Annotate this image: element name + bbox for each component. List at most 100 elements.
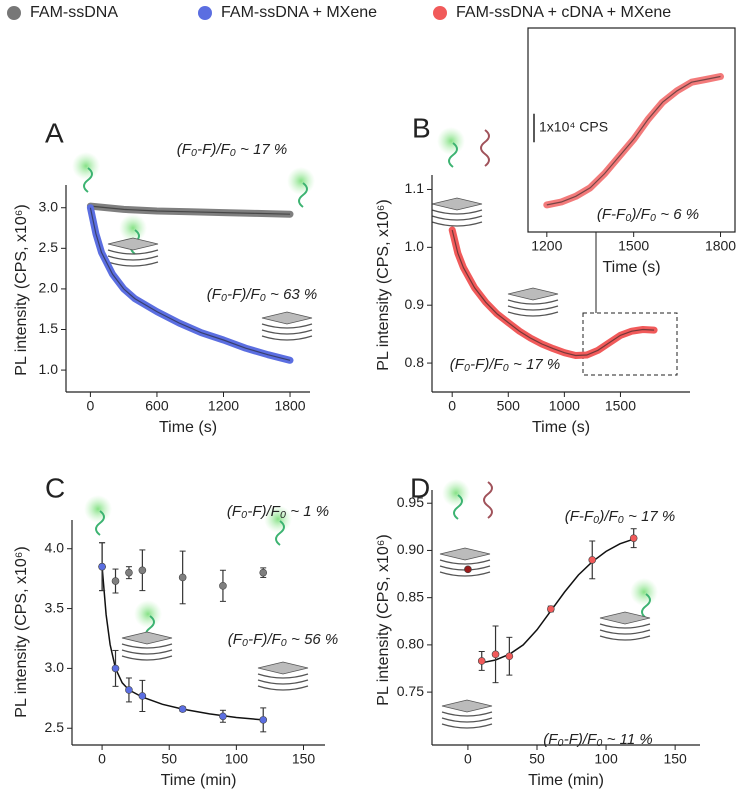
data-line-core	[451, 229, 655, 357]
x-tick-label: 1800	[705, 238, 736, 254]
data-line-core	[546, 75, 721, 206]
y-tick-label: 2.5	[39, 239, 59, 255]
x-tick-label: 0	[87, 398, 95, 414]
legend-swatch	[198, 6, 212, 20]
x-axis-label: Time (s)	[602, 259, 660, 276]
x-tick-label: 1500	[605, 398, 636, 414]
annotation: (F-F₀)/F₀ ~ 17 %	[565, 508, 676, 525]
data-point	[259, 568, 268, 577]
y-tick-label: 3.0	[45, 659, 65, 675]
y-tick-label: 1.1	[405, 180, 425, 196]
panel-label: A	[45, 117, 64, 148]
legend-label: FAM-ssDNA + MXene	[221, 4, 377, 21]
data-point	[125, 686, 133, 694]
data-point	[547, 605, 555, 613]
cdna-icon	[480, 129, 490, 167]
y-axis-label: PL intensity (CPS, x10⁶)	[13, 546, 30, 717]
y-axis-label: PL intensity (CPS, x10⁶)	[375, 534, 392, 705]
fit-curve	[101, 566, 264, 721]
mxene-icon	[257, 661, 309, 691]
data-point	[98, 562, 106, 571]
legend-label: FAM-ssDNA + cDNA + MXene	[456, 4, 671, 21]
dna-icon	[83, 494, 113, 536]
data-point	[178, 573, 187, 582]
y-tick-label: 0.75	[397, 683, 424, 699]
x-tick-label: 1800	[274, 398, 305, 414]
y-tick-label: 1.0	[39, 361, 59, 377]
data-point	[464, 565, 472, 574]
x-tick-label: 0	[464, 751, 472, 767]
y-tick-label: 0.85	[397, 588, 424, 604]
y-tick-label: 0.80	[397, 636, 424, 652]
y-axis-label: PL intensity (CPS, x10⁶)	[375, 199, 392, 370]
data-line-core	[90, 205, 291, 215]
annotation: (F₀-F)/F₀ ~ 17 %	[450, 356, 561, 373]
annotation: (F₀-F)/F₀ ~ 63 %	[207, 286, 318, 303]
x-axis-label: Time (s)	[159, 419, 217, 436]
y-tick-label: 2.5	[45, 719, 65, 735]
panel-label: D	[410, 472, 430, 503]
data-point	[629, 534, 638, 542]
x-tick-label: 1200	[531, 238, 562, 254]
x-axis-label: Time (min)	[161, 772, 237, 789]
annotation: (F₀-F)/F₀ ~ 17 %	[177, 141, 288, 158]
mxene-icon	[599, 611, 651, 641]
dna-icon	[436, 126, 466, 168]
data-point	[219, 712, 227, 721]
panel-label: B	[412, 112, 431, 143]
mxene-icon	[439, 547, 491, 577]
data-point	[111, 664, 120, 673]
dna-icon	[71, 151, 101, 193]
x-tick-label: 100	[225, 751, 249, 767]
x-tick-label: 1500	[618, 238, 649, 254]
y-tick-label: 0.90	[397, 541, 424, 557]
dna-icon	[286, 166, 316, 208]
annotation: (F₀-F)/F₀ ~ 56 %	[228, 631, 339, 648]
data-point	[178, 705, 187, 713]
y-axis-label: PL intensity (CPS, x10⁶)	[13, 204, 30, 375]
annotation: (F₀-F)/F₀ ~ 11 %	[543, 731, 652, 748]
y-tick-label: 0.9	[405, 296, 425, 312]
data-line-core	[89, 207, 291, 361]
y-tick-label: 1.0	[405, 238, 425, 254]
y-tick-label: 0.8	[405, 354, 425, 370]
data-point	[477, 657, 486, 665]
data-point	[588, 556, 597, 564]
scale-bar-label: 1x10⁴ CPS	[539, 119, 608, 135]
data-point	[259, 716, 268, 724]
y-tick-label: 0.95	[397, 494, 424, 510]
legend-label: FAM-ssDNA	[30, 4, 118, 21]
x-tick-label: 1000	[549, 398, 580, 414]
dna-icon	[441, 478, 471, 520]
mxene-icon	[441, 699, 493, 729]
data-point	[491, 650, 500, 659]
mxene-icon	[507, 287, 559, 317]
x-tick-label: 1200	[208, 398, 239, 414]
x-tick-label: 600	[145, 398, 169, 414]
legend-swatch	[7, 6, 21, 20]
legend-swatch	[433, 6, 447, 20]
data-point	[138, 566, 147, 575]
y-tick-label: 3.0	[39, 198, 59, 214]
cdna-icon	[483, 481, 493, 519]
data-point	[138, 692, 147, 700]
y-tick-label: 4.0	[45, 539, 65, 555]
x-tick-label: 500	[497, 398, 521, 414]
x-tick-label: 150	[292, 751, 316, 767]
x-tick-label: 0	[98, 751, 106, 767]
mxene-icon	[121, 631, 173, 661]
y-tick-label: 2.0	[39, 280, 59, 296]
y-tick-label: 3.5	[45, 599, 65, 615]
fit-curve	[481, 538, 634, 664]
x-axis-label: Time (min)	[528, 772, 604, 789]
x-tick-label: 100	[594, 751, 618, 767]
x-axis-label: Time (s)	[532, 419, 590, 436]
mxene-icon	[431, 197, 483, 227]
x-tick-label: 0	[448, 398, 456, 414]
mxene-icon	[261, 311, 313, 341]
y-tick-label: 1.5	[39, 320, 59, 336]
data-point	[111, 577, 120, 585]
data-point	[125, 568, 133, 577]
annotation: (F₀-F)/F₀ ~ 1 %	[227, 503, 329, 520]
